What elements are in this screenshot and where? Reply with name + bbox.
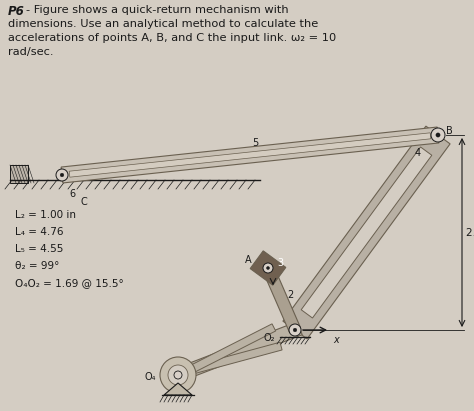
Text: L₄ = 4.76: L₄ = 4.76 — [15, 227, 64, 237]
Text: x: x — [333, 335, 339, 345]
Polygon shape — [263, 266, 301, 332]
Text: 5: 5 — [252, 138, 258, 148]
Circle shape — [266, 266, 270, 270]
Text: A: A — [245, 255, 251, 265]
Text: C: C — [81, 197, 87, 207]
Polygon shape — [301, 147, 432, 318]
Text: 2: 2 — [288, 290, 294, 300]
Text: 6: 6 — [69, 189, 75, 199]
Text: dimensions. Use an analytical method to calculate the: dimensions. Use an analytical method to … — [8, 19, 318, 29]
Text: 4: 4 — [415, 148, 421, 158]
Text: - Figure shows a quick-return mechanism with: - Figure shows a quick-return mechanism … — [26, 5, 289, 15]
Circle shape — [56, 169, 68, 181]
Text: rad/sec.: rad/sec. — [8, 47, 54, 57]
Circle shape — [263, 263, 273, 273]
Circle shape — [168, 365, 188, 385]
Polygon shape — [250, 251, 286, 285]
Polygon shape — [185, 324, 276, 375]
Circle shape — [160, 357, 196, 393]
Text: O₄O₂ = 1.69 @ 15.5°: O₄O₂ = 1.69 @ 15.5° — [15, 278, 124, 288]
Text: L₅ = 4.55: L₅ = 4.55 — [15, 244, 64, 254]
Polygon shape — [61, 127, 439, 183]
Circle shape — [436, 133, 440, 137]
Circle shape — [60, 173, 64, 177]
Polygon shape — [175, 322, 302, 381]
Text: P6: P6 — [8, 5, 25, 18]
Text: L₂ = 1.00 in: L₂ = 1.00 in — [15, 210, 76, 220]
Polygon shape — [69, 133, 431, 177]
Polygon shape — [164, 383, 192, 395]
Text: O₂: O₂ — [264, 333, 275, 343]
Circle shape — [174, 371, 182, 379]
Text: 2.86 in: 2.86 in — [466, 228, 474, 238]
Text: accelerations of points A, B, and C the input link. ω₂ = 10: accelerations of points A, B, and C the … — [8, 33, 336, 43]
Text: B: B — [446, 126, 453, 136]
Circle shape — [431, 128, 445, 142]
Circle shape — [293, 328, 297, 332]
Bar — [10, 165, 28, 183]
Text: 3: 3 — [277, 258, 283, 268]
Circle shape — [289, 324, 301, 336]
Text: O₄: O₄ — [145, 372, 156, 382]
Polygon shape — [283, 126, 450, 339]
Text: θ₂ = 99°: θ₂ = 99° — [15, 261, 59, 271]
Polygon shape — [186, 342, 282, 375]
